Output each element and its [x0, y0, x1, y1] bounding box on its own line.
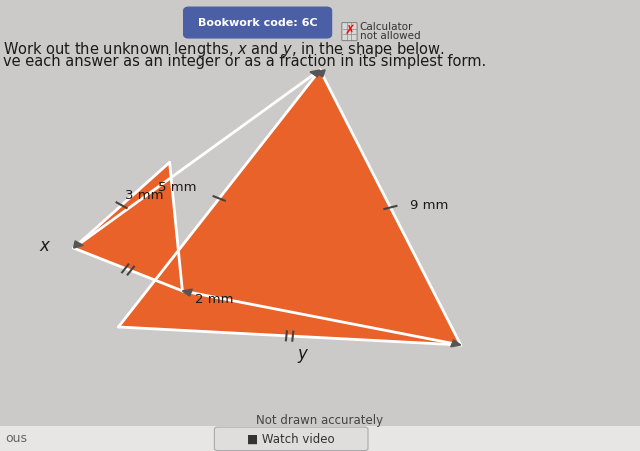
Text: Bookwork code: 6C: Bookwork code: 6C	[198, 18, 317, 28]
Polygon shape	[74, 162, 182, 291]
Text: ve each answer as an integer or as a fraction in its simplest form.: ve each answer as an integer or as a fra…	[3, 54, 486, 69]
Text: ous: ous	[5, 433, 27, 445]
FancyBboxPatch shape	[214, 427, 368, 451]
Polygon shape	[451, 340, 461, 347]
Text: ■ Watch video: ■ Watch video	[248, 433, 335, 445]
Text: x: x	[40, 237, 50, 255]
Text: 5 mm: 5 mm	[158, 181, 197, 193]
Text: ✗: ✗	[344, 24, 355, 37]
Polygon shape	[118, 70, 461, 345]
Text: Work out the unknown lengths, $x$ and $y$, in the shape below.: Work out the unknown lengths, $x$ and $y…	[3, 40, 445, 59]
Text: Not drawn accurately: Not drawn accurately	[257, 414, 383, 427]
Text: y: y	[298, 345, 307, 363]
Text: 9 mm: 9 mm	[410, 199, 448, 212]
Text: Calculator: Calculator	[360, 22, 413, 32]
Polygon shape	[316, 70, 325, 77]
Polygon shape	[310, 70, 320, 77]
Text: not allowed: not allowed	[360, 31, 420, 41]
FancyBboxPatch shape	[342, 23, 357, 41]
Bar	[0, 426, 640, 451]
FancyBboxPatch shape	[184, 7, 332, 38]
Polygon shape	[74, 241, 83, 248]
Polygon shape	[182, 289, 193, 296]
Text: 3 mm: 3 mm	[125, 189, 163, 202]
Text: 2 mm: 2 mm	[195, 294, 234, 306]
